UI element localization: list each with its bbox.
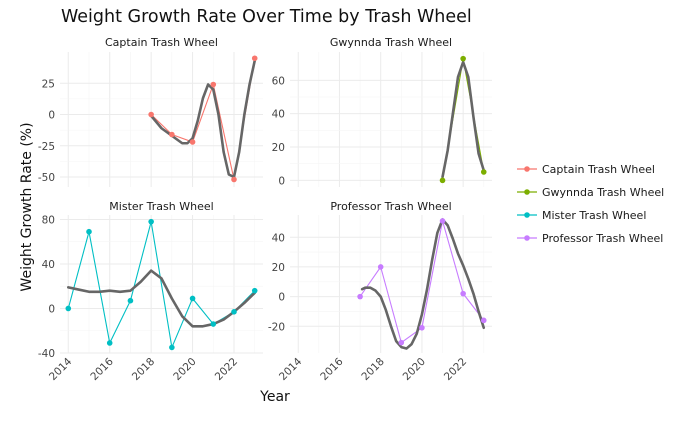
legend-key-point xyxy=(524,212,530,218)
smooth-trend-line xyxy=(66,269,257,328)
gridlines xyxy=(290,52,492,187)
y-tick-label: 60 xyxy=(272,75,285,87)
data-point xyxy=(86,228,92,235)
chart-title: Weight Growth Rate Over Time by Trash Wh… xyxy=(61,7,472,27)
gridlines xyxy=(290,215,492,353)
data-point xyxy=(480,169,487,175)
data-point xyxy=(169,131,175,138)
x-tick-label: 2018 xyxy=(130,356,157,383)
series-line-mister-trash-wheel xyxy=(67,221,256,350)
data-point xyxy=(398,339,405,346)
legend-key-point xyxy=(524,235,530,241)
y-tick-label: 40 xyxy=(272,109,285,121)
data-point xyxy=(377,264,384,270)
y-tick-label: 0 xyxy=(278,292,285,304)
legend-item-professor-trash-wheel: Professor Trash Wheel xyxy=(517,232,663,245)
data-point xyxy=(127,297,134,304)
legend-key-point xyxy=(524,189,530,195)
data-point xyxy=(231,309,237,315)
legend-label: Gwynnda Trash Wheel xyxy=(542,186,664,199)
y-tick-label: -40 xyxy=(38,348,55,360)
x-tick-label: 2022 xyxy=(213,356,240,383)
y-tick-label: -50 xyxy=(38,172,55,184)
facet-title: Mister Trash Wheel xyxy=(109,200,213,213)
gridlines xyxy=(60,52,263,187)
y-tick-label: 20 xyxy=(272,142,285,154)
x-tick-label: 2020 xyxy=(401,356,428,383)
data-point xyxy=(251,55,258,62)
facet-gwynnda-trash-wheel: Gwynnda Trash Wheel 0 20 40 60 xyxy=(272,36,492,187)
y-tick-label: 0 xyxy=(48,110,55,122)
y-tick-label: 80 xyxy=(42,214,55,226)
y-tick-label: 25 xyxy=(42,78,55,90)
x-tick-label: 2016 xyxy=(88,355,116,383)
y-tick-label: 40 xyxy=(42,259,55,271)
data-point xyxy=(439,177,446,184)
plot-layer: Captain Trash Wheel -50 -25 0 25 Gwynnda Tras… xyxy=(38,36,492,383)
smooth-trend-line xyxy=(360,218,486,350)
data-point xyxy=(148,111,154,118)
y-tick-label: 0 xyxy=(48,303,55,315)
x-tick-label: 2022 xyxy=(442,356,469,383)
legend-key-point xyxy=(524,166,530,172)
y-tick-label: -20 xyxy=(268,321,285,333)
y-tick-label: -25 xyxy=(38,141,55,153)
data-point xyxy=(460,55,466,62)
legend: Captain Trash Wheel Gwynnda Trash Wheel Mi… xyxy=(517,163,664,245)
x-tick-label: 2016 xyxy=(318,355,346,383)
facet-title: Professor Trash Wheel xyxy=(330,200,451,213)
facet-title: Gwynnda Trash Wheel xyxy=(330,36,452,49)
legend-item-mister-trash-wheel: Mister Trash Wheel xyxy=(517,209,646,222)
facet-title: Captain Trash Wheel xyxy=(105,36,218,49)
data-point xyxy=(106,340,113,346)
x-tick-label: 2014 xyxy=(277,355,305,383)
x-tick-label: 2018 xyxy=(359,356,386,383)
legend-item-gwynnda-trash-wheel: Gwynnda Trash Wheel xyxy=(517,186,664,199)
data-point xyxy=(169,344,175,351)
data-point xyxy=(357,293,363,300)
data-point xyxy=(148,218,154,225)
data-point xyxy=(251,287,258,294)
x-tick-label: 2020 xyxy=(171,356,198,383)
facet-professor-trash-wheel: Professor Trash Wheel -20 0 20 40 2014 2016 201… xyxy=(268,200,492,383)
data-point xyxy=(210,321,217,327)
smooth-trend-line xyxy=(441,60,486,179)
data-point xyxy=(419,324,425,331)
data-point xyxy=(189,295,196,302)
data-point xyxy=(231,176,237,183)
data-point xyxy=(210,81,217,88)
smooth-trend-line xyxy=(149,59,257,179)
y-axis-title: Weight Growth Rate (%) xyxy=(19,122,35,291)
data-point xyxy=(480,317,487,324)
y-tick-label: 20 xyxy=(272,262,285,274)
data-point xyxy=(65,305,72,312)
data-point xyxy=(189,139,196,145)
legend-label: Captain Trash Wheel xyxy=(542,163,655,176)
y-tick-label: 0 xyxy=(278,175,285,187)
legend-label: Professor Trash Wheel xyxy=(542,232,663,245)
x-axis-title: Year xyxy=(259,389,290,405)
legend-label: Mister Trash Wheel xyxy=(542,209,646,222)
facet-captain-trash-wheel: Captain Trash Wheel -50 -25 0 25 xyxy=(38,36,263,187)
y-tick-label: 40 xyxy=(272,232,285,244)
data-point xyxy=(460,290,466,297)
legend-item-captain-trash-wheel: Captain Trash Wheel xyxy=(517,163,655,176)
data-point xyxy=(439,218,446,224)
